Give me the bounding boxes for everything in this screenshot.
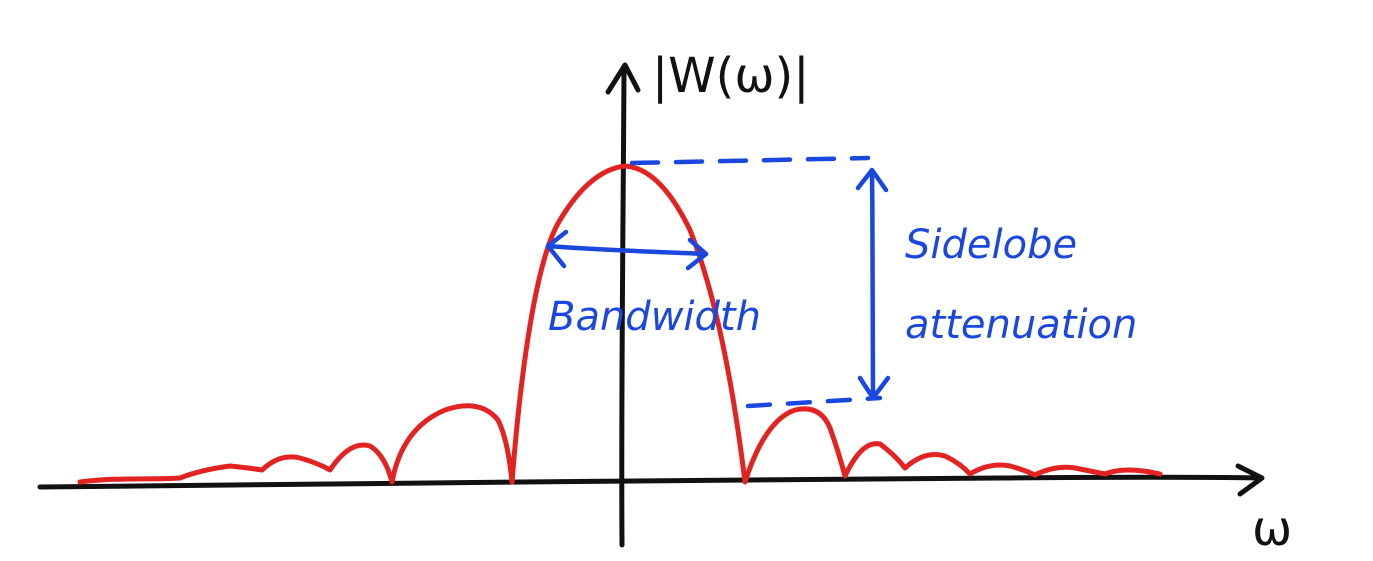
y-axis-arrowhead — [605, 62, 641, 95]
y-axis-label: |W(ω)| — [652, 48, 809, 104]
bandwidth-arrowhead-left — [545, 229, 569, 269]
attenuation-arrow-line — [869, 169, 876, 399]
sidelobe-label-line1: Sidelobe — [905, 222, 1077, 268]
attenuation-arrowhead-top — [855, 167, 889, 193]
axes — [37, 62, 1265, 548]
x-axis-label: ω — [1252, 501, 1292, 557]
x-axis-arrowhead — [1235, 463, 1265, 497]
sidelobe-label-line2: attenuation — [905, 302, 1137, 348]
bandwidth-arrow-line — [545, 243, 709, 257]
x-axis-line — [37, 474, 1261, 490]
bandwidth-arrowhead-right — [685, 237, 709, 271]
peak-dashed-line — [629, 155, 871, 166]
attenuation-arrowhead-bottom — [857, 375, 891, 401]
y-axis-line — [619, 67, 627, 548]
bandwidth-label: Bandwidth — [548, 294, 761, 340]
sidelobe-dashed-line — [745, 395, 883, 409]
spectrum-curve — [77, 163, 1163, 485]
annotations — [545, 155, 891, 409]
